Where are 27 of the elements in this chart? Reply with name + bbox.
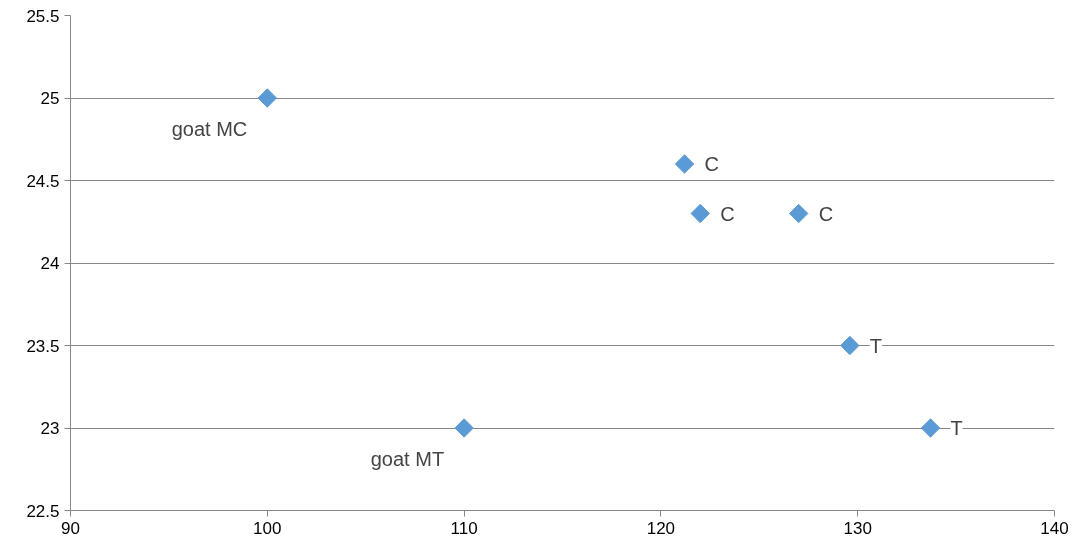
- y-tick-label: 25: [40, 89, 60, 108]
- x-tick-label: 130: [843, 518, 872, 538]
- data-label: T: [869, 334, 883, 357]
- x-tick-label: 120: [646, 518, 676, 538]
- x-tick-label: 110: [450, 518, 478, 538]
- y-tick-label: 23: [40, 419, 60, 438]
- data-label: C: [818, 202, 834, 225]
- y-tick-label: 23.5: [26, 336, 60, 356]
- data-label: goat MC: [171, 118, 248, 140]
- point: [674, 154, 695, 174]
- y-tick-label: 24.5: [26, 171, 60, 191]
- data-label: C: [720, 202, 735, 225]
- x-tick-label: 90: [61, 518, 80, 538]
- point: [690, 203, 710, 224]
- point: [788, 203, 809, 224]
- x-tick-label: 100: [253, 518, 282, 538]
- point: [840, 335, 860, 356]
- y-tick-label: 22.5: [26, 501, 60, 521]
- x-tick-label: 140: [1040, 518, 1069, 538]
- point: [454, 418, 474, 438]
- y-tick-label: 24: [40, 254, 60, 273]
- y-tick-label: 25.5: [26, 6, 60, 26]
- point: [920, 418, 941, 438]
- data-label: goat MT: [370, 448, 445, 470]
- data-label: T: [950, 417, 963, 439]
- point: [257, 88, 277, 108]
- data-label: C: [704, 153, 719, 175]
